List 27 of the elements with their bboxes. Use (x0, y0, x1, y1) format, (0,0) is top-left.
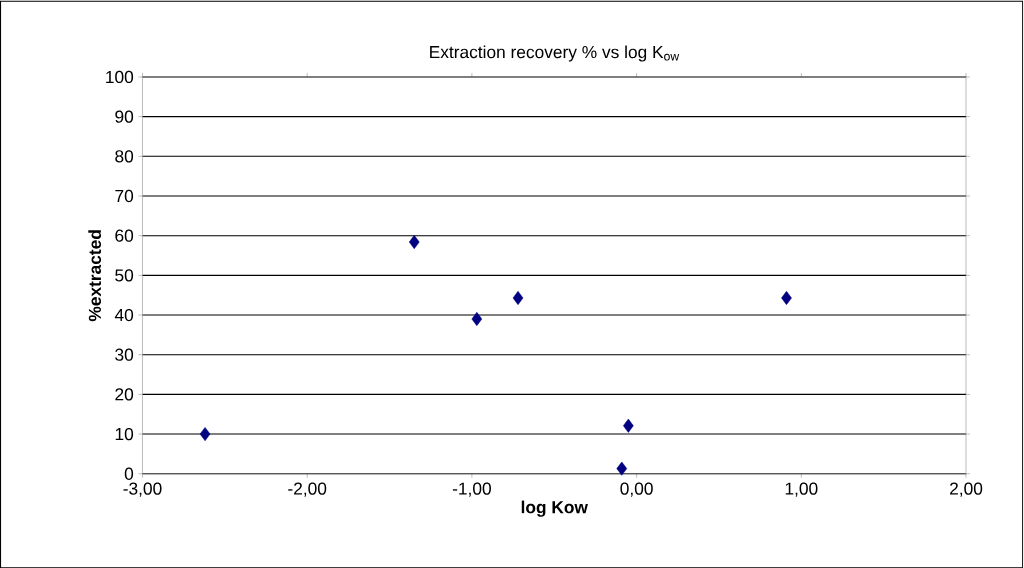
x-tick-label: -3,00 (123, 482, 162, 497)
point (616, 461, 628, 476)
y-tick-label: 60 (115, 229, 134, 242)
point (408, 234, 420, 249)
point (199, 427, 211, 441)
y-tick-label: 80 (115, 150, 134, 163)
y-tick-label: 0 (124, 467, 134, 480)
point (623, 418, 634, 433)
y-tick-label: 90 (115, 110, 134, 123)
y-tick-label: 10 (115, 427, 134, 441)
x-tick-label: -1,00 (452, 482, 491, 497)
chart-title: Extraction recovery % vs log K$_{ow}$ (430, 45, 680, 62)
x-tick-label: -2,00 (288, 482, 327, 497)
x-axis-title: log Kow (521, 500, 588, 517)
x-tick-label: 0,00 (620, 482, 653, 497)
point (512, 290, 524, 305)
y-tick-label: 20 (115, 388, 134, 401)
y-tick-label: 30 (115, 348, 134, 361)
y-axis-title: %extracted (88, 230, 102, 322)
y-tick-label: 50 (115, 269, 134, 282)
x-tick-label: 2,00 (950, 482, 983, 497)
x-tick-label: 1,00 (785, 482, 818, 497)
point (781, 290, 792, 305)
point (471, 311, 483, 326)
y-tick-label: 100 (106, 70, 134, 83)
y-tick-label: 40 (114, 308, 134, 322)
y-tick-label: 70 (115, 189, 134, 203)
